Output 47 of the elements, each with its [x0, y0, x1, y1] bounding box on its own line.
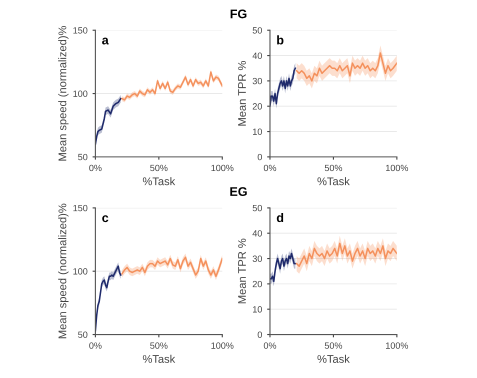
y-axis-title: Mean speed (normalized)% [58, 26, 69, 161]
y-tick-label: 0 [258, 154, 262, 160]
y-tick-label: 30 [252, 256, 262, 262]
line-series [296, 242, 397, 267]
x-tick-label: 100% [386, 342, 408, 349]
x-tick-label: 0% [89, 342, 102, 349]
y-tick-label: 50 [78, 331, 88, 338]
x-axis-title: %Task [142, 354, 176, 363]
x-tick-label: 0% [264, 342, 276, 349]
y-axis-title: Mean TPR % [238, 238, 246, 304]
x-tick-label: 50% [150, 342, 168, 349]
y-tick-label: 40 [252, 230, 262, 237]
x-tick-label: 100% [386, 164, 408, 172]
y-tick-label: 50 [78, 154, 88, 160]
chart-title: FG [230, 9, 246, 18]
x-tick-label: 100% [211, 342, 234, 349]
y-tick-label: 30 [252, 78, 262, 84]
y-tick-label: 100 [73, 268, 88, 275]
y-tick-label: 10 [252, 306, 262, 313]
y-tick-label: 20 [252, 280, 262, 288]
x-tick-label: 0% [89, 164, 102, 172]
annotation: b [277, 35, 284, 44]
x-tick-label: 0% [264, 164, 276, 172]
x-axis-title: %Task [142, 177, 176, 186]
x-axis-title: %Task [317, 354, 350, 363]
x-tick-label: 100% [211, 164, 234, 172]
y-tick-label: 20 [252, 103, 262, 110]
chart-title: EG [230, 187, 247, 196]
line-series [296, 52, 397, 82]
x-axis-title: %Task [317, 177, 350, 186]
x-tick-label: 50% [324, 342, 342, 349]
y-tick-label: 150 [73, 27, 88, 34]
annotation: c [102, 215, 108, 222]
annotation: a [102, 38, 109, 44]
y-tick-label: 0 [258, 331, 262, 338]
y-tick-label: 150 [73, 204, 88, 212]
y-tick-label: 50 [252, 204, 262, 212]
y-tick-label: 50 [252, 27, 262, 34]
x-tick-label: 50% [324, 164, 342, 172]
y-tick-label: 40 [252, 52, 262, 59]
line-series [270, 67, 296, 107]
y-tick-label: 10 [252, 128, 262, 135]
y-axis-title: Mean TPR % [238, 61, 246, 126]
x-tick-label: 50% [150, 164, 168, 172]
y-axis-title: Mean speed (normalized)% [58, 204, 69, 338]
annotation: d [276, 212, 284, 222]
y-tick-label: 100 [73, 90, 88, 97]
